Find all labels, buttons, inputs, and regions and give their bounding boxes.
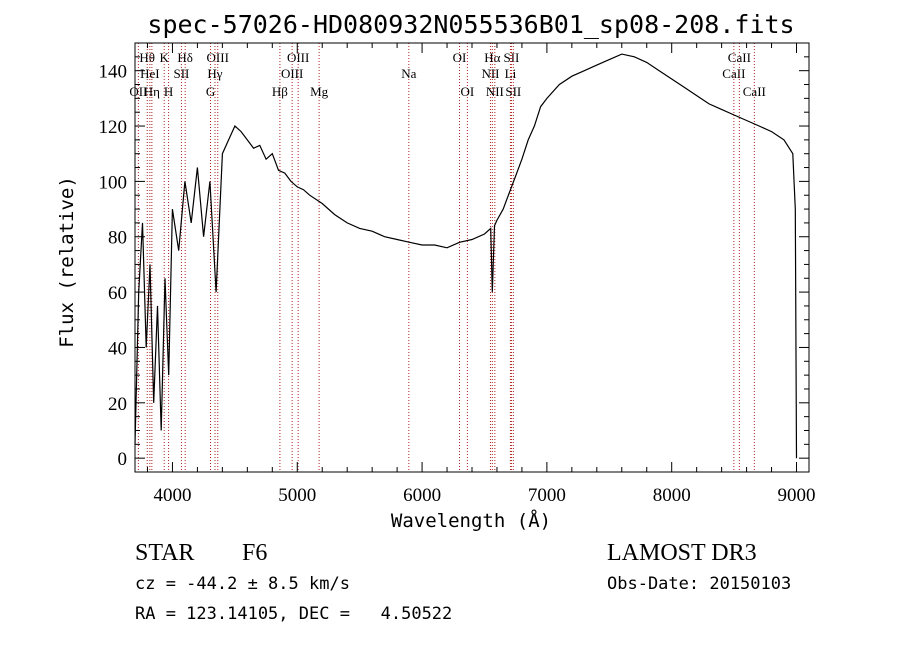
chart-title: spec-57026-HD080932N055536B01_sp08-208.f…	[147, 10, 794, 39]
emission-line-label: Hη	[144, 84, 160, 99]
emission-line-label: NII	[486, 84, 504, 99]
emission-line-label: H	[164, 84, 173, 99]
x-tick-label: 8000	[653, 485, 691, 506]
emission-line-label: Hα	[484, 50, 500, 65]
emission-line-label: SII	[503, 50, 519, 65]
emission-line-label: CaII	[722, 66, 745, 81]
redshift-text: cz = -44.2 ± 8.5 km/s	[135, 574, 350, 594]
object-class: STAR	[135, 540, 194, 566]
y-tick-label: 0	[118, 449, 128, 470]
x-tick-label: 5000	[278, 485, 316, 506]
emission-line-label: OIII	[281, 66, 303, 81]
emission-line-label: Hθ	[139, 50, 155, 65]
emission-line-label: OI	[461, 84, 475, 99]
y-tick-label: 40	[108, 338, 127, 359]
series-layer	[134, 53, 798, 459]
emission-line-label: NII	[481, 66, 499, 81]
emission-line-label: CaII	[728, 50, 751, 65]
emission-line-label: SII	[505, 84, 521, 99]
x-tick-label: 6000	[403, 485, 441, 506]
obs-date-text: Obs-Date: 20150103	[607, 574, 791, 594]
y-tick-label: 120	[99, 117, 128, 138]
emission-line-label: OI	[453, 50, 467, 65]
x-tick-label: 9000	[778, 485, 816, 506]
plot-frame	[134, 42, 810, 473]
y-axis: 0 20 40 60 80 100 120 140	[99, 56, 809, 470]
x-tick-label: 7000	[528, 485, 566, 506]
object-subclass: F6	[242, 540, 267, 566]
emission-line-label: OIII	[207, 50, 229, 65]
y-tick-label: 80	[108, 228, 127, 249]
emission-line-label: G	[206, 84, 215, 99]
emission-line-label: Na	[401, 66, 416, 81]
y-tick-label: 60	[108, 283, 127, 304]
emission-line-label: Hδ	[177, 50, 193, 65]
y-tick-label: 140	[99, 62, 128, 83]
emission-line-label: Li	[505, 66, 517, 81]
flux-series-line	[134, 53, 798, 459]
coords-text: RA = 123.14105, DEC = 4.50522	[135, 604, 452, 624]
emission-line-label: K	[160, 50, 170, 65]
emission-line-label: Hβ	[272, 84, 288, 99]
emission-line-label: HeI	[140, 66, 160, 81]
emission-line-label: Mg	[310, 84, 329, 99]
emission-line-label: SII	[173, 66, 189, 81]
x-tick-label: 4000	[153, 485, 191, 506]
x-axis-label: Wavelength (Å)	[391, 509, 551, 532]
y-tick-label: 100	[99, 172, 128, 193]
emission-line-label: Hγ	[207, 66, 222, 81]
survey-label: LAMOST DR3	[607, 540, 757, 566]
emission-line-label: CaII	[743, 84, 766, 99]
y-axis-label: Flux (relative)	[56, 176, 78, 348]
y-tick-label: 20	[108, 394, 127, 415]
emission-line-label: OIII	[287, 50, 309, 65]
x-axis: 4000 5000 6000 7000 8000 9000	[146, 43, 816, 506]
emission-line-label: OII	[129, 84, 147, 99]
